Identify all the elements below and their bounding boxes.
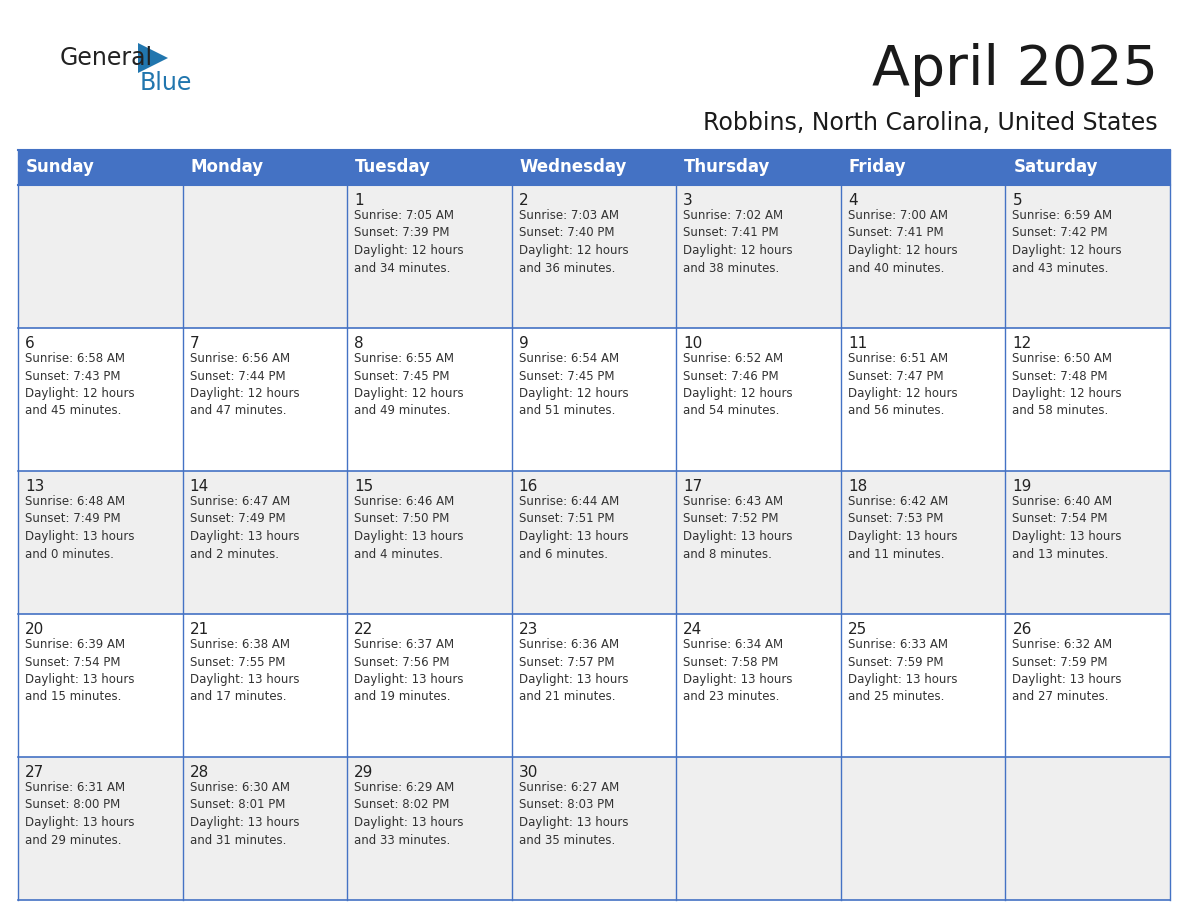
Text: 24: 24 (683, 622, 702, 637)
Text: Sunrise: 7:02 AM
Sunset: 7:41 PM
Daylight: 12 hours
and 38 minutes.: Sunrise: 7:02 AM Sunset: 7:41 PM Dayligh… (683, 209, 792, 274)
Text: 20: 20 (25, 622, 44, 637)
Text: 29: 29 (354, 765, 373, 780)
Text: Sunrise: 6:34 AM
Sunset: 7:58 PM
Daylight: 13 hours
and 23 minutes.: Sunrise: 6:34 AM Sunset: 7:58 PM Dayligh… (683, 638, 792, 703)
Text: Sunrise: 6:42 AM
Sunset: 7:53 PM
Daylight: 13 hours
and 11 minutes.: Sunrise: 6:42 AM Sunset: 7:53 PM Dayligh… (848, 495, 958, 561)
Text: Sunrise: 6:36 AM
Sunset: 7:57 PM
Daylight: 13 hours
and 21 minutes.: Sunrise: 6:36 AM Sunset: 7:57 PM Dayligh… (519, 638, 628, 703)
Text: 17: 17 (683, 479, 702, 494)
Text: General: General (61, 46, 153, 70)
Text: Sunrise: 6:27 AM
Sunset: 8:03 PM
Daylight: 13 hours
and 35 minutes.: Sunrise: 6:27 AM Sunset: 8:03 PM Dayligh… (519, 781, 628, 846)
Text: 18: 18 (848, 479, 867, 494)
Text: 19: 19 (1012, 479, 1032, 494)
Bar (18, 614, 1170, 757)
Text: 15: 15 (354, 479, 373, 494)
Text: Sunrise: 6:31 AM
Sunset: 8:00 PM
Daylight: 13 hours
and 29 minutes.: Sunrise: 6:31 AM Sunset: 8:00 PM Dayligh… (25, 781, 134, 846)
Text: Sunrise: 7:05 AM
Sunset: 7:39 PM
Daylight: 12 hours
and 34 minutes.: Sunrise: 7:05 AM Sunset: 7:39 PM Dayligh… (354, 209, 463, 274)
Text: Friday: Friday (849, 159, 906, 176)
Text: Sunrise: 6:30 AM
Sunset: 8:01 PM
Daylight: 13 hours
and 31 minutes.: Sunrise: 6:30 AM Sunset: 8:01 PM Dayligh… (190, 781, 299, 846)
Text: Sunrise: 6:37 AM
Sunset: 7:56 PM
Daylight: 13 hours
and 19 minutes.: Sunrise: 6:37 AM Sunset: 7:56 PM Dayligh… (354, 638, 463, 703)
Text: Sunrise: 6:50 AM
Sunset: 7:48 PM
Daylight: 12 hours
and 58 minutes.: Sunrise: 6:50 AM Sunset: 7:48 PM Dayligh… (1012, 352, 1121, 418)
Text: Sunrise: 6:55 AM
Sunset: 7:45 PM
Daylight: 12 hours
and 49 minutes.: Sunrise: 6:55 AM Sunset: 7:45 PM Dayligh… (354, 352, 463, 418)
Text: Monday: Monday (190, 159, 264, 176)
Text: 28: 28 (190, 765, 209, 780)
Bar (18, 150, 1170, 185)
Text: Sunrise: 7:03 AM
Sunset: 7:40 PM
Daylight: 12 hours
and 36 minutes.: Sunrise: 7:03 AM Sunset: 7:40 PM Dayligh… (519, 209, 628, 274)
Polygon shape (138, 43, 168, 73)
Text: 16: 16 (519, 479, 538, 494)
Text: Sunrise: 6:40 AM
Sunset: 7:54 PM
Daylight: 13 hours
and 13 minutes.: Sunrise: 6:40 AM Sunset: 7:54 PM Dayligh… (1012, 495, 1121, 561)
Text: Sunrise: 6:54 AM
Sunset: 7:45 PM
Daylight: 12 hours
and 51 minutes.: Sunrise: 6:54 AM Sunset: 7:45 PM Dayligh… (519, 352, 628, 418)
Text: Thursday: Thursday (684, 159, 771, 176)
Text: Sunrise: 6:59 AM
Sunset: 7:42 PM
Daylight: 12 hours
and 43 minutes.: Sunrise: 6:59 AM Sunset: 7:42 PM Dayligh… (1012, 209, 1121, 274)
Text: 13: 13 (25, 479, 44, 494)
Text: 30: 30 (519, 765, 538, 780)
Text: Sunrise: 6:33 AM
Sunset: 7:59 PM
Daylight: 13 hours
and 25 minutes.: Sunrise: 6:33 AM Sunset: 7:59 PM Dayligh… (848, 638, 958, 703)
Text: 5: 5 (1012, 193, 1022, 208)
Text: 22: 22 (354, 622, 373, 637)
Text: Sunrise: 6:58 AM
Sunset: 7:43 PM
Daylight: 12 hours
and 45 minutes.: Sunrise: 6:58 AM Sunset: 7:43 PM Dayligh… (25, 352, 134, 418)
Text: 2: 2 (519, 193, 529, 208)
Text: 23: 23 (519, 622, 538, 637)
Text: 25: 25 (848, 622, 867, 637)
Text: April 2025: April 2025 (872, 43, 1158, 97)
Text: Sunrise: 6:43 AM
Sunset: 7:52 PM
Daylight: 13 hours
and 8 minutes.: Sunrise: 6:43 AM Sunset: 7:52 PM Dayligh… (683, 495, 792, 561)
Text: Sunrise: 7:00 AM
Sunset: 7:41 PM
Daylight: 12 hours
and 40 minutes.: Sunrise: 7:00 AM Sunset: 7:41 PM Dayligh… (848, 209, 958, 274)
Text: Sunrise: 6:44 AM
Sunset: 7:51 PM
Daylight: 13 hours
and 6 minutes.: Sunrise: 6:44 AM Sunset: 7:51 PM Dayligh… (519, 495, 628, 561)
Text: Sunrise: 6:38 AM
Sunset: 7:55 PM
Daylight: 13 hours
and 17 minutes.: Sunrise: 6:38 AM Sunset: 7:55 PM Dayligh… (190, 638, 299, 703)
Bar (18, 185, 1170, 328)
Text: 6: 6 (25, 336, 34, 351)
Bar (18, 757, 1170, 900)
Text: 27: 27 (25, 765, 44, 780)
Text: 12: 12 (1012, 336, 1031, 351)
Text: 8: 8 (354, 336, 364, 351)
Text: 26: 26 (1012, 622, 1032, 637)
Text: Tuesday: Tuesday (355, 159, 431, 176)
Text: Sunrise: 6:48 AM
Sunset: 7:49 PM
Daylight: 13 hours
and 0 minutes.: Sunrise: 6:48 AM Sunset: 7:49 PM Dayligh… (25, 495, 134, 561)
Text: 14: 14 (190, 479, 209, 494)
Bar (18, 328, 1170, 471)
Text: 4: 4 (848, 193, 858, 208)
Text: 10: 10 (683, 336, 702, 351)
Text: Sunrise: 6:47 AM
Sunset: 7:49 PM
Daylight: 13 hours
and 2 minutes.: Sunrise: 6:47 AM Sunset: 7:49 PM Dayligh… (190, 495, 299, 561)
Text: Wednesday: Wednesday (519, 159, 627, 176)
Text: 11: 11 (848, 336, 867, 351)
Text: Sunrise: 6:39 AM
Sunset: 7:54 PM
Daylight: 13 hours
and 15 minutes.: Sunrise: 6:39 AM Sunset: 7:54 PM Dayligh… (25, 638, 134, 703)
Bar (18, 471, 1170, 614)
Text: 7: 7 (190, 336, 200, 351)
Text: Blue: Blue (140, 71, 192, 95)
Text: Sunrise: 6:29 AM
Sunset: 8:02 PM
Daylight: 13 hours
and 33 minutes.: Sunrise: 6:29 AM Sunset: 8:02 PM Dayligh… (354, 781, 463, 846)
Text: Robbins, North Carolina, United States: Robbins, North Carolina, United States (703, 111, 1158, 135)
Text: Saturday: Saturday (1013, 159, 1098, 176)
Text: Sunrise: 6:46 AM
Sunset: 7:50 PM
Daylight: 13 hours
and 4 minutes.: Sunrise: 6:46 AM Sunset: 7:50 PM Dayligh… (354, 495, 463, 561)
Text: 9: 9 (519, 336, 529, 351)
Text: Sunday: Sunday (26, 159, 95, 176)
Text: 3: 3 (683, 193, 693, 208)
Text: Sunrise: 6:51 AM
Sunset: 7:47 PM
Daylight: 12 hours
and 56 minutes.: Sunrise: 6:51 AM Sunset: 7:47 PM Dayligh… (848, 352, 958, 418)
Text: Sunrise: 6:32 AM
Sunset: 7:59 PM
Daylight: 13 hours
and 27 minutes.: Sunrise: 6:32 AM Sunset: 7:59 PM Dayligh… (1012, 638, 1121, 703)
Text: Sunrise: 6:52 AM
Sunset: 7:46 PM
Daylight: 12 hours
and 54 minutes.: Sunrise: 6:52 AM Sunset: 7:46 PM Dayligh… (683, 352, 792, 418)
Text: 1: 1 (354, 193, 364, 208)
Text: 21: 21 (190, 622, 209, 637)
Text: Sunrise: 6:56 AM
Sunset: 7:44 PM
Daylight: 12 hours
and 47 minutes.: Sunrise: 6:56 AM Sunset: 7:44 PM Dayligh… (190, 352, 299, 418)
